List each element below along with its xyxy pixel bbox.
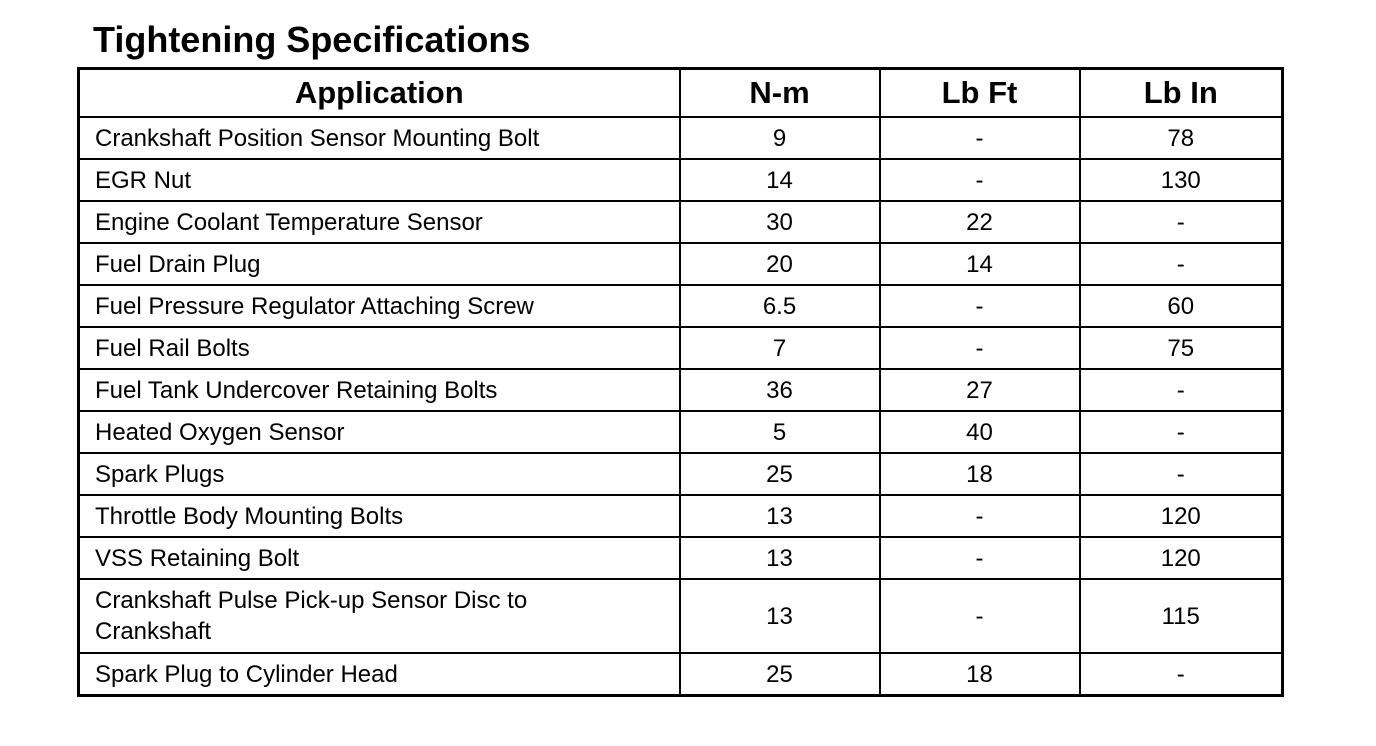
cell-lbft: 18 [878,652,1081,697]
cell-application: Throttle Body Mounting Bolts [77,494,681,538]
table-row: Engine Coolant Temperature Sensor 30 22- [77,200,1284,244]
cell-lbft: 22 [878,200,1081,244]
table-row: Fuel Tank Undercover Retaining Bolts 36 27… [77,368,1284,412]
cell-application: Crankshaft Pulse Pick-up Sensor Disc to … [77,578,681,654]
cell-lbft: - [878,326,1081,370]
header-row: Application N-m Lb Ft Lb In [77,67,1284,118]
cell-nm: 13 [678,536,881,580]
column-header-application: Application [77,67,681,118]
page-title: Tightening Specifications [93,19,531,60]
cell-nm: 6.5 [678,284,881,328]
cell-lbft: 27 [878,368,1081,412]
cell-nm: 14 [678,158,881,202]
cell-application: Heated Oxygen Sensor [77,410,681,454]
cell-lbft: - [878,536,1081,580]
cell-lbin: 120 [1078,536,1284,580]
cell-application: Fuel Drain Plug [77,242,681,286]
cell-application: Fuel Rail Bolts [77,326,681,370]
cell-application: Fuel Tank Undercover Retaining Bolts [77,368,681,412]
table-row: Spark Plug to Cylinder Head 25 18- [77,652,1284,697]
cell-nm: 13 [678,578,881,654]
column-header-nm: N-m [678,67,881,118]
cell-lbin: - [1078,242,1284,286]
cell-application: Spark Plug to Cylinder Head [77,652,681,697]
cell-nm: 13 [678,494,881,538]
cell-lbin: 130 [1078,158,1284,202]
tightening-specs-table: Application N-m Lb Ft Lb In Crankshaft P… [77,67,1284,697]
table-row: Throttle Body Mounting Bolts 13-120 [77,494,1284,538]
cell-nm: 36 [678,368,881,412]
cell-lbft: - [878,284,1081,328]
column-header-lbin: Lb In [1078,67,1284,118]
cell-lbft: - [878,578,1081,654]
cell-application: Engine Coolant Temperature Sensor [77,200,681,244]
cell-application: Crankshaft Position Sensor Mounting Bolt [77,116,681,160]
cell-lbft: 18 [878,452,1081,496]
cell-lbin: 60 [1078,284,1284,328]
cell-application: EGR Nut [77,158,681,202]
table-row: Fuel Rail Bolts 7-75 [77,326,1284,370]
cell-nm: 25 [678,452,881,496]
cell-nm: 25 [678,652,881,697]
cell-nm: 7 [678,326,881,370]
cell-lbft: - [878,158,1081,202]
cell-application: Spark Plugs [77,452,681,496]
cell-lbft: - [878,494,1081,538]
table-row: VSS Retaining Bolt 13-120 [77,536,1284,580]
table-row: EGR Nut 14-130 [77,158,1284,202]
table-row: Fuel Drain Plug 20 14- [77,242,1284,286]
cell-nm: 30 [678,200,881,244]
cell-nm: 9 [678,116,881,160]
cell-lbft: - [878,116,1081,160]
cell-lbft: 40 [878,410,1081,454]
cell-nm: 5 [678,410,881,454]
cell-lbin: 120 [1078,494,1284,538]
cell-application: Fuel Pressure Regulator Attaching Screw [77,284,681,328]
cell-lbin: 78 [1078,116,1284,160]
cell-lbft: 14 [878,242,1081,286]
table-row: Fuel Pressure Regulator Attaching Screw 6… [77,284,1284,328]
cell-lbin: - [1078,452,1284,496]
cell-nm: 20 [678,242,881,286]
table-row: Spark Plugs 25 18- [77,452,1284,496]
cell-lbin: 75 [1078,326,1284,370]
cell-lbin: - [1078,200,1284,244]
table-row: Heated Oxygen Sensor 5 40- [77,410,1284,454]
table-row: Crankshaft Pulse Pick-up Sensor Disc to … [77,578,1284,654]
cell-application: VSS Retaining Bolt [77,536,681,580]
table-row: Crankshaft Position Sensor Mounting Bolt… [77,116,1284,160]
cell-lbin: 115 [1078,578,1284,654]
cell-lbin: - [1078,368,1284,412]
column-header-lbft: Lb Ft [878,67,1081,118]
cell-lbin: - [1078,652,1284,697]
cell-lbin: - [1078,410,1284,454]
